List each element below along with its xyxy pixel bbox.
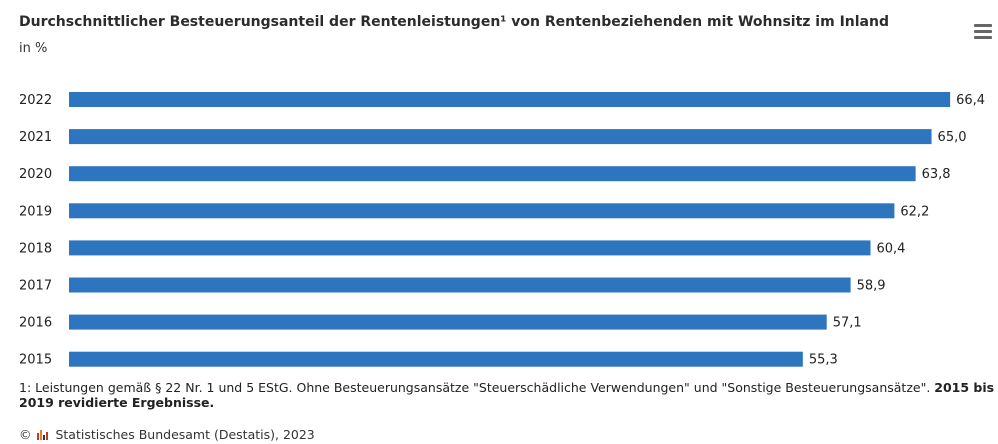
data-label: 63,8 bbox=[922, 167, 951, 182]
data-label: 55,3 bbox=[809, 353, 838, 368]
chart-subtitle: in % bbox=[19, 41, 48, 56]
category-label: 2022 bbox=[19, 93, 52, 108]
bar[interactable] bbox=[69, 314, 827, 330]
category-label: 2017 bbox=[19, 279, 52, 294]
bar[interactable] bbox=[69, 240, 871, 256]
data-label: 60,4 bbox=[877, 241, 906, 256]
source-text: Statistisches Bundesamt (Destatis), 2023 bbox=[55, 427, 315, 442]
footnote: 1: Leistungen gemäß § 22 Nr. 1 und 5 ESt… bbox=[19, 380, 998, 412]
hamburger-menu-icon[interactable] bbox=[974, 24, 992, 40]
bar[interactable] bbox=[69, 277, 851, 293]
category-label: 2015 bbox=[19, 353, 52, 368]
category-label: 2020 bbox=[19, 167, 52, 182]
data-label: 66,4 bbox=[956, 93, 985, 108]
category-label: 2018 bbox=[19, 241, 52, 256]
data-label: 65,0 bbox=[938, 130, 967, 145]
chart-title: Durchschnittlicher Besteuerungsanteil de… bbox=[19, 14, 889, 30]
source-credits: © Statistisches Bundesamt (Destatis), 20… bbox=[19, 427, 315, 442]
bar-chart: 2022 66,4 2021 65,0 2020 63,8 2019 62,2 2018 60,4… bbox=[19, 92, 985, 368]
category-label: 2019 bbox=[19, 204, 52, 219]
category-label: 2021 bbox=[19, 130, 52, 145]
bar[interactable] bbox=[69, 166, 916, 182]
footnote-bold-text: 2015 bis 2019 revidierte Ergebnisse. bbox=[19, 380, 995, 410]
category-label: 2016 bbox=[19, 316, 52, 331]
bar[interactable] bbox=[69, 351, 803, 367]
data-label: 58,9 bbox=[857, 279, 886, 294]
bar[interactable] bbox=[69, 92, 951, 107]
destatis-logo-icon bbox=[37, 430, 49, 440]
bar[interactable] bbox=[69, 129, 932, 145]
footnote-text: 1: Leistungen gemäß § 22 Nr. 1 und 5 ESt… bbox=[19, 380, 935, 395]
data-label: 57,1 bbox=[833, 316, 862, 331]
data-label: 62,2 bbox=[900, 204, 929, 219]
copyright-symbol: © bbox=[19, 427, 32, 442]
bar[interactable] bbox=[69, 203, 895, 219]
